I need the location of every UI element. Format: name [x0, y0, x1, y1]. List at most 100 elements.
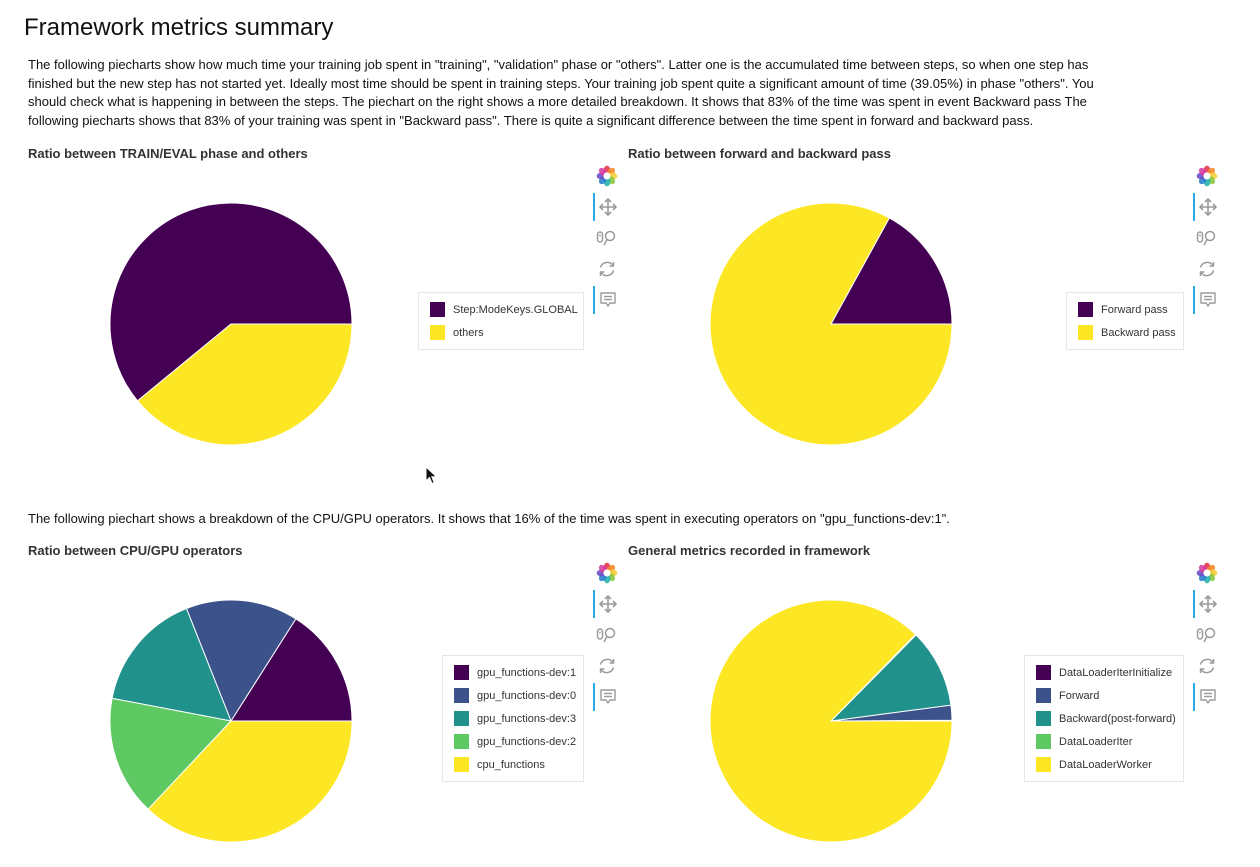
- pie-chart[interactable]: [628, 146, 1228, 476]
- legend-label: Forward: [1059, 689, 1100, 702]
- legend-item-step-modekeys-global: Step:ModeKeys.GLOBAL: [430, 298, 578, 321]
- legend-swatch: [430, 302, 445, 317]
- legend-label: gpu_functions-dev:0: [477, 689, 577, 702]
- legend-item-dataloaderiter: DataLoaderIter: [1036, 730, 1173, 753]
- bokeh-logo-tool-button[interactable]: [593, 559, 621, 587]
- pan-icon: [1199, 198, 1217, 216]
- legend-swatch: [1036, 757, 1051, 772]
- legend-label: Forward pass: [1101, 303, 1168, 316]
- bokeh-logo-icon: [1196, 562, 1218, 584]
- legend-label: DataLoaderWorker: [1059, 758, 1152, 771]
- reset-icon: [599, 658, 615, 674]
- wheel-zoom-icon: [596, 627, 616, 643]
- intro-paragraph: The following piecharts show how much ti…: [28, 57, 1094, 128]
- pie-chart[interactable]: [28, 146, 628, 476]
- wheel-zoom-tool-button[interactable]: [593, 621, 621, 649]
- bokeh-logo-icon: [596, 165, 618, 187]
- bokeh-logo-tool-button[interactable]: [1193, 162, 1221, 190]
- legend-item-others: others: [430, 321, 573, 344]
- chart-title: Ratio between TRAIN/EVAL phase and other…: [28, 146, 308, 161]
- pan-tool-button[interactable]: [593, 590, 621, 618]
- chart-panel-general-metrics: General metrics recorded in framework Da…: [628, 543, 1228, 867]
- wheel-zoom-tool-button[interactable]: [1193, 224, 1221, 252]
- legend-label: Step:ModeKeys.GLOBAL: [453, 303, 578, 316]
- wheel-zoom-tool-button[interactable]: [593, 224, 621, 252]
- hover-icon: [600, 292, 616, 307]
- pan-icon: [599, 595, 617, 613]
- mouse-cursor-icon: [425, 466, 438, 485]
- pie-chart[interactable]: [28, 543, 628, 867]
- pie-slice-forward-pass[interactable]: [830, 217, 953, 325]
- legend-item-forward: Forward: [1036, 684, 1173, 707]
- wheel-zoom-tool-button[interactable]: [1193, 621, 1221, 649]
- bokeh-logo-tool-button[interactable]: [593, 162, 621, 190]
- legend-item-backward-pass: Backward pass: [1078, 321, 1176, 344]
- pan-tool-button[interactable]: [1193, 193, 1221, 221]
- hover-tool-button[interactable]: [1193, 683, 1221, 711]
- legend-swatch: [1078, 302, 1093, 317]
- chart-legend: DataLoaderIterInitialize Forward Backward(…: [1024, 655, 1184, 782]
- legend-label: Backward pass: [1101, 326, 1176, 339]
- legend-swatch: [430, 325, 445, 340]
- chart-title: Ratio between CPU/GPU operators: [28, 543, 243, 558]
- pie-slice-gpu-functions-dev-2[interactable]: [109, 697, 232, 810]
- legend-swatch: [1036, 734, 1051, 749]
- legend-label: cpu_functions: [477, 758, 545, 771]
- legend-item-forward-pass: Forward pass: [1078, 298, 1173, 321]
- hover-icon: [1200, 689, 1216, 704]
- reset-icon: [1199, 658, 1215, 674]
- pie-slice-dataloaderworker[interactable]: [709, 599, 953, 843]
- bokeh-logo-icon: [1196, 165, 1218, 187]
- legend-label: DataLoaderIterInitialize: [1059, 666, 1173, 679]
- reset-tool-button[interactable]: [1193, 255, 1221, 283]
- legend-swatch: [1036, 665, 1051, 680]
- reset-icon: [1199, 261, 1215, 277]
- legend-label: gpu_functions-dev:1: [477, 666, 577, 679]
- legend-swatch: [454, 665, 469, 680]
- pie-slice-step-modekeys-global[interactable]: [109, 202, 353, 402]
- page-title: Framework metrics summary: [24, 14, 334, 41]
- pan-icon: [599, 198, 617, 216]
- reset-tool-button[interactable]: [593, 652, 621, 680]
- legend-swatch: [1036, 711, 1051, 726]
- legend-item-cpu-functions: cpu_functions: [454, 753, 573, 776]
- legend-swatch: [454, 734, 469, 749]
- pan-icon: [1199, 595, 1217, 613]
- pie-slice-backward-post-forward[interactable]: [829, 634, 952, 722]
- legend-item-dataloaderiterinitialize: DataLoaderIterInitialize: [1036, 661, 1173, 684]
- chart-title: Ratio between forward and backward pass: [628, 146, 891, 161]
- pie-slice-gpu-functions-dev-3[interactable]: [111, 607, 232, 722]
- hover-tool-button[interactable]: [593, 286, 621, 314]
- chart-panel-cpu-gpu: Ratio between CPU/GPU operators gpu_func…: [28, 543, 628, 867]
- legend-swatch: [1078, 325, 1093, 340]
- legend-label: Backward(post-forward): [1059, 712, 1176, 725]
- pie-chart[interactable]: [628, 543, 1228, 867]
- chart-legend: Forward pass Backward pass: [1066, 292, 1184, 350]
- legend-label: others: [453, 326, 484, 339]
- legend-label: DataLoaderIter: [1059, 735, 1133, 748]
- legend-swatch: [454, 688, 469, 703]
- pie-slice-gpu-functions-dev-0[interactable]: [185, 599, 297, 723]
- legend-item-gpu-functions-dev-0: gpu_functions-dev:0: [454, 684, 577, 707]
- pie-slice-cpu-functions[interactable]: [147, 720, 353, 843]
- legend-item-gpu-functions-dev-1: gpu_functions-dev:1: [454, 661, 577, 684]
- chart-legend: Step:ModeKeys.GLOBAL others: [418, 292, 584, 350]
- legend-swatch: [1036, 688, 1051, 703]
- legend-label: gpu_functions-dev:3: [477, 712, 577, 725]
- bokeh-logo-tool-button[interactable]: [1193, 559, 1221, 587]
- pie-slice-gpu-functions-dev-1[interactable]: [230, 618, 353, 722]
- legend-label: gpu_functions-dev:2: [477, 735, 577, 748]
- reset-tool-button[interactable]: [1193, 652, 1221, 680]
- hover-icon: [600, 689, 616, 704]
- hover-tool-button[interactable]: [593, 683, 621, 711]
- pan-tool-button[interactable]: [593, 193, 621, 221]
- wheel-zoom-icon: [1196, 230, 1216, 246]
- pie-slice-backward-pass[interactable]: [709, 202, 953, 446]
- chart-title: General metrics recorded in framework: [628, 543, 871, 558]
- reset-tool-button[interactable]: [593, 255, 621, 283]
- hover-tool-button[interactable]: [1193, 286, 1221, 314]
- pan-tool-button[interactable]: [1193, 590, 1221, 618]
- pie-slice-others[interactable]: [136, 323, 353, 446]
- wheel-zoom-icon: [1196, 627, 1216, 643]
- legend-item-dataloaderworker: DataLoaderWorker: [1036, 753, 1173, 776]
